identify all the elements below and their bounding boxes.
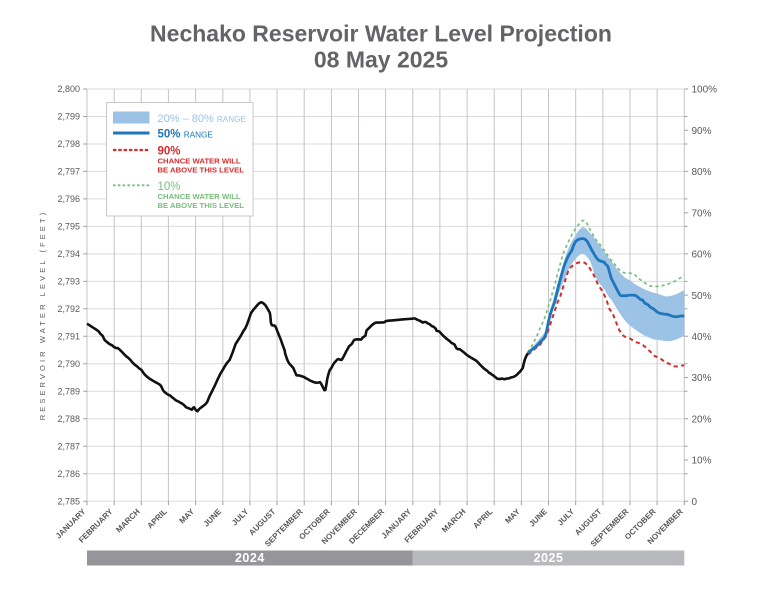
svg-text:Nechako Reservoir Water Level: Nechako Reservoir Water Level Projection: [150, 21, 612, 47]
svg-text:0: 0: [692, 497, 698, 508]
svg-text:50% RANGE: 50% RANGE: [158, 128, 214, 140]
svg-text:CHANCE WATER WILL: CHANCE WATER WILL: [158, 157, 241, 166]
svg-text:20% – 80% RANGE: 20% – 80% RANGE: [158, 113, 247, 125]
svg-text:2,788: 2,788: [57, 414, 80, 424]
svg-text:2,794: 2,794: [57, 249, 80, 259]
svg-text:RESERVOIR WATER LEVEL (FEET): RESERVOIR WATER LEVEL (FEET): [38, 210, 47, 421]
svg-text:2,790: 2,790: [57, 359, 80, 369]
svg-text:2,798: 2,798: [57, 139, 80, 149]
svg-text:30%: 30%: [692, 373, 712, 384]
svg-text:2,791: 2,791: [57, 331, 80, 341]
svg-text:2,787: 2,787: [57, 441, 80, 451]
svg-text:2,786: 2,786: [57, 469, 80, 479]
svg-text:50%: 50%: [692, 291, 712, 302]
svg-text:2,793: 2,793: [57, 277, 80, 287]
svg-text:08 May 2025: 08 May 2025: [314, 47, 448, 73]
svg-text:80%: 80%: [692, 167, 712, 178]
svg-text:100%: 100%: [692, 85, 718, 96]
svg-text:2024: 2024: [235, 551, 265, 565]
svg-text:70%: 70%: [692, 208, 712, 219]
svg-text:BE ABOVE THIS LEVEL: BE ABOVE THIS LEVEL: [158, 201, 245, 210]
svg-text:2025: 2025: [534, 551, 564, 565]
svg-text:2,795: 2,795: [57, 222, 80, 232]
svg-text:90%: 90%: [692, 126, 712, 137]
svg-text:2,800: 2,800: [57, 84, 80, 94]
svg-text:2,796: 2,796: [57, 194, 80, 204]
svg-text:2,797: 2,797: [57, 167, 80, 177]
svg-text:2,789: 2,789: [57, 386, 80, 396]
svg-text:10%: 10%: [158, 181, 181, 193]
svg-text:40%: 40%: [692, 332, 712, 343]
svg-text:2,785: 2,785: [57, 496, 80, 506]
svg-text:20%: 20%: [692, 415, 712, 426]
svg-text:2,792: 2,792: [57, 304, 80, 314]
svg-text:90%: 90%: [158, 146, 181, 158]
svg-text:CHANCE WATER WILL: CHANCE WATER WILL: [158, 192, 241, 201]
svg-text:60%: 60%: [692, 250, 712, 261]
svg-text:BE ABOVE THIS LEVEL: BE ABOVE THIS LEVEL: [158, 166, 245, 175]
svg-text:10%: 10%: [692, 456, 712, 467]
svg-text:2,799: 2,799: [57, 112, 80, 122]
